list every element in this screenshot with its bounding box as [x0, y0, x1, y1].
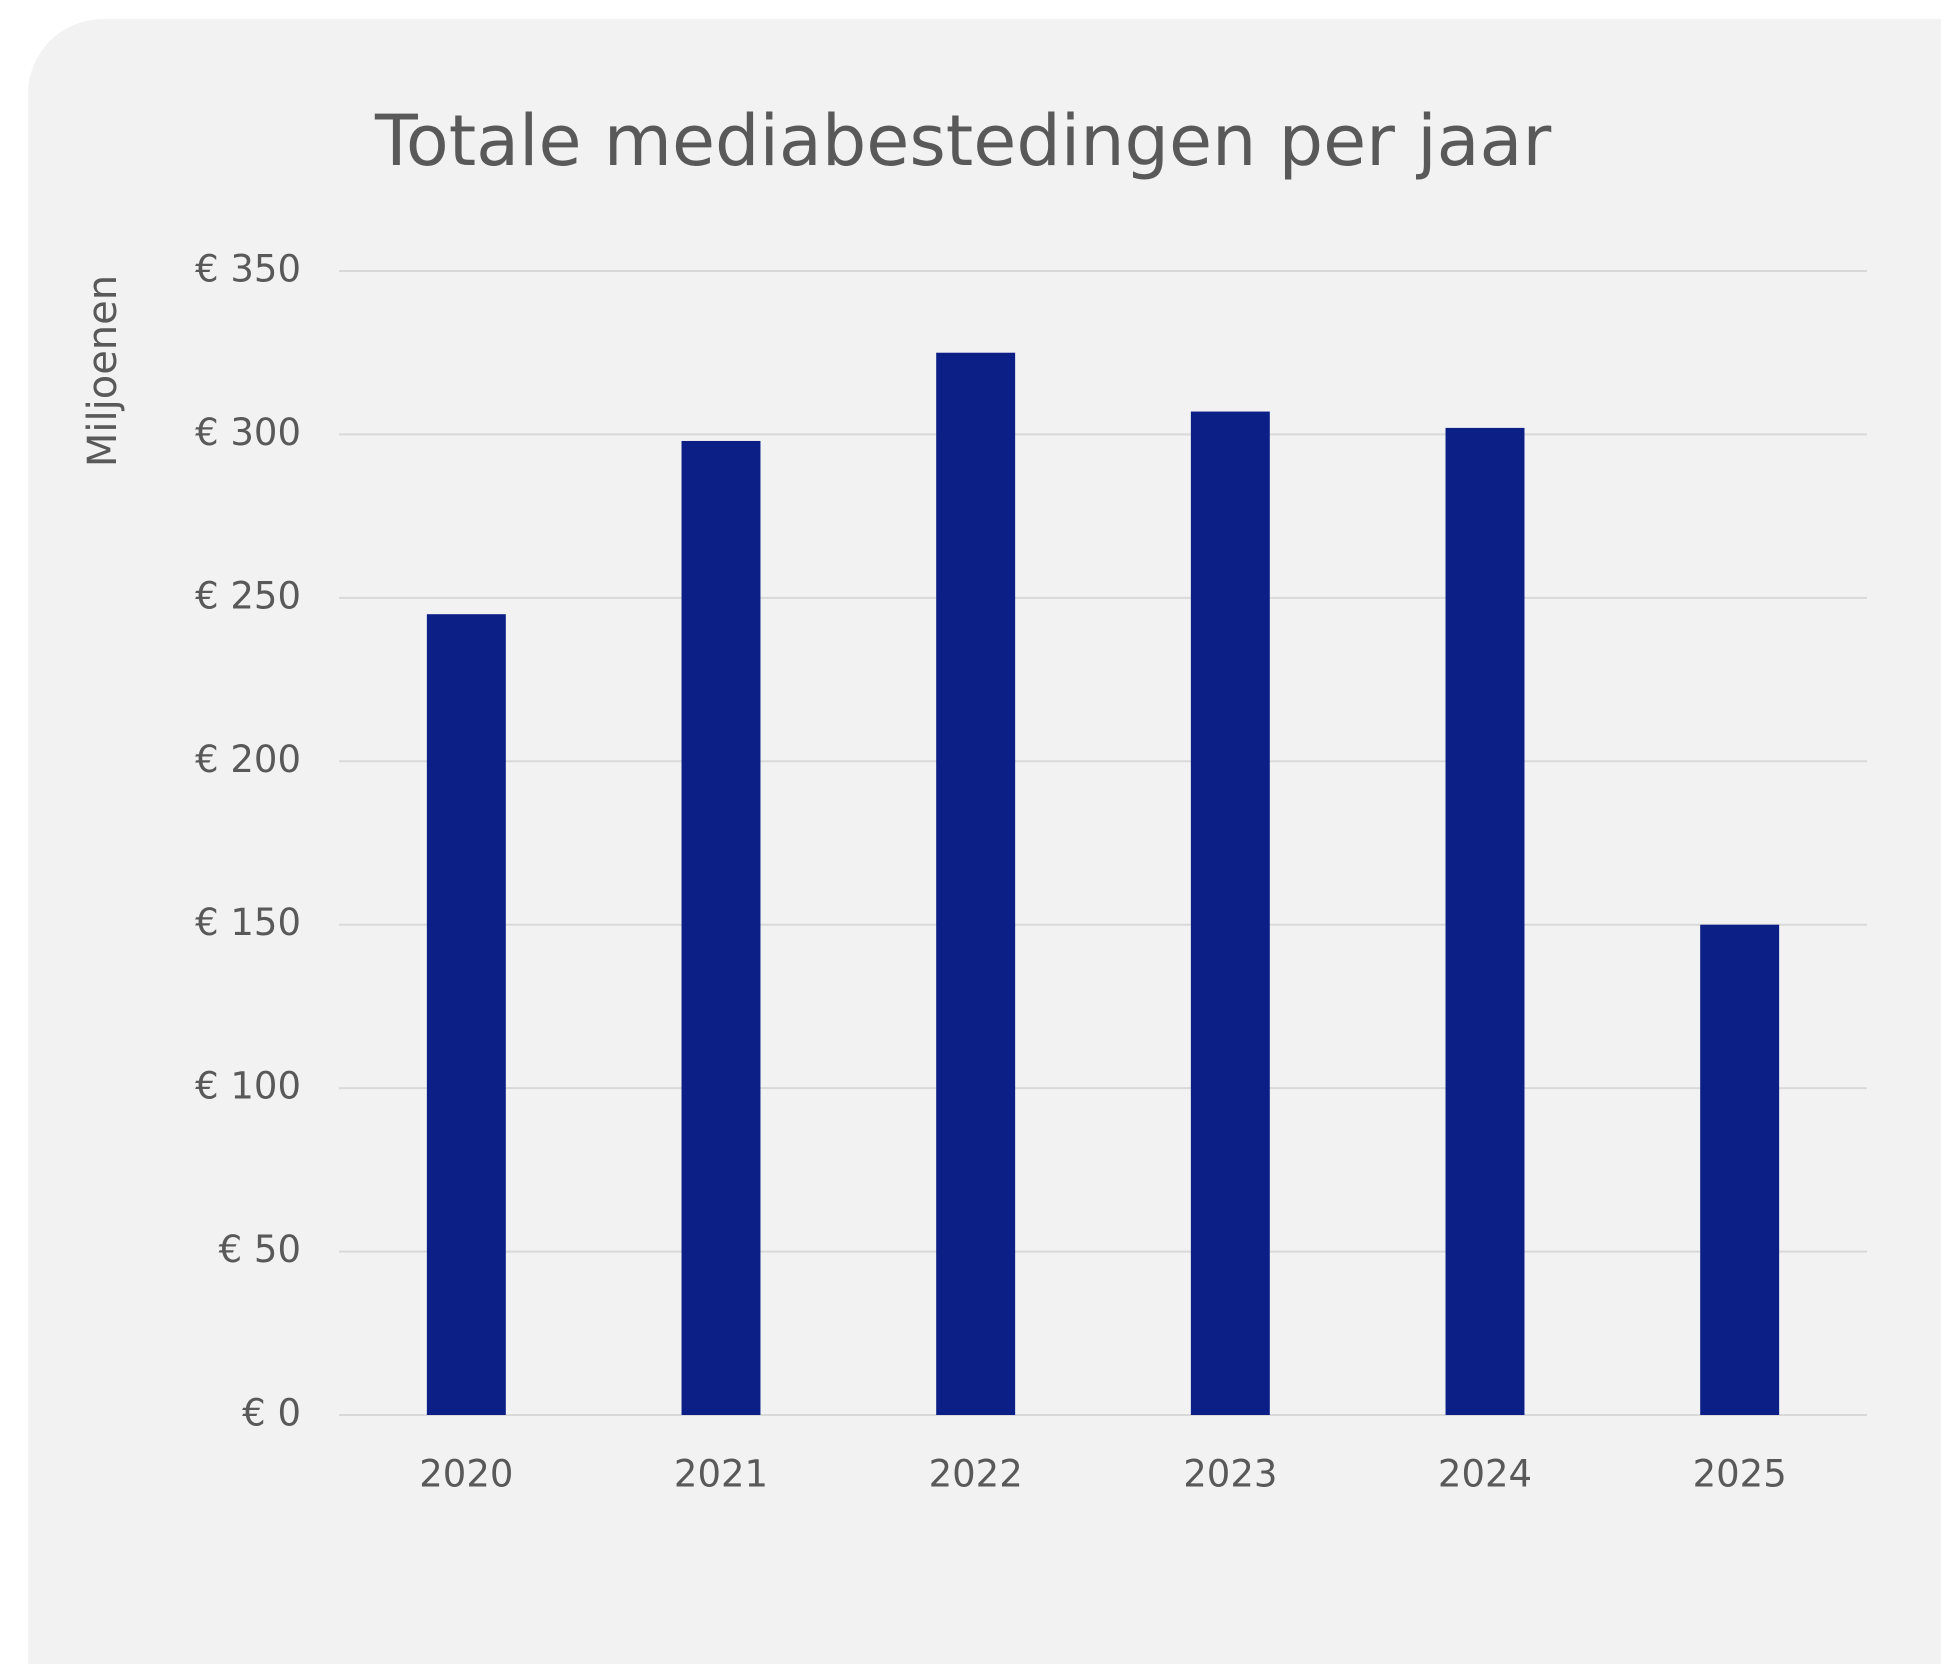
y-tick-label: € 0	[242, 1392, 301, 1435]
y-tick-label: € 300	[195, 411, 301, 454]
x-tick-label: 2024	[1438, 1453, 1532, 1496]
x-tick-label: 2025	[1693, 1453, 1787, 1496]
y-tick-label: € 50	[219, 1228, 301, 1271]
bar	[681, 440, 761, 1416]
y-tick-label: € 350	[195, 248, 301, 291]
x-tick-label: 2021	[674, 1453, 768, 1496]
y-axis-label: Miljoenen	[80, 275, 126, 467]
y-tick-label: € 200	[195, 738, 301, 781]
x-tick-label: 2023	[1183, 1453, 1277, 1496]
x-tick-label: 2020	[419, 1453, 513, 1496]
x-tick-label: 2022	[929, 1453, 1023, 1496]
y-tick-label: € 250	[195, 574, 301, 617]
bar	[1700, 924, 1780, 1415]
bar	[1190, 411, 1270, 1415]
y-tick-label: € 100	[195, 1065, 301, 1108]
bar	[426, 614, 506, 1415]
bar	[936, 352, 1016, 1415]
y-tick-label: € 150	[195, 901, 301, 944]
chart-title: Totale mediabestedingen per jaar	[374, 100, 1551, 182]
bar	[1445, 427, 1525, 1415]
